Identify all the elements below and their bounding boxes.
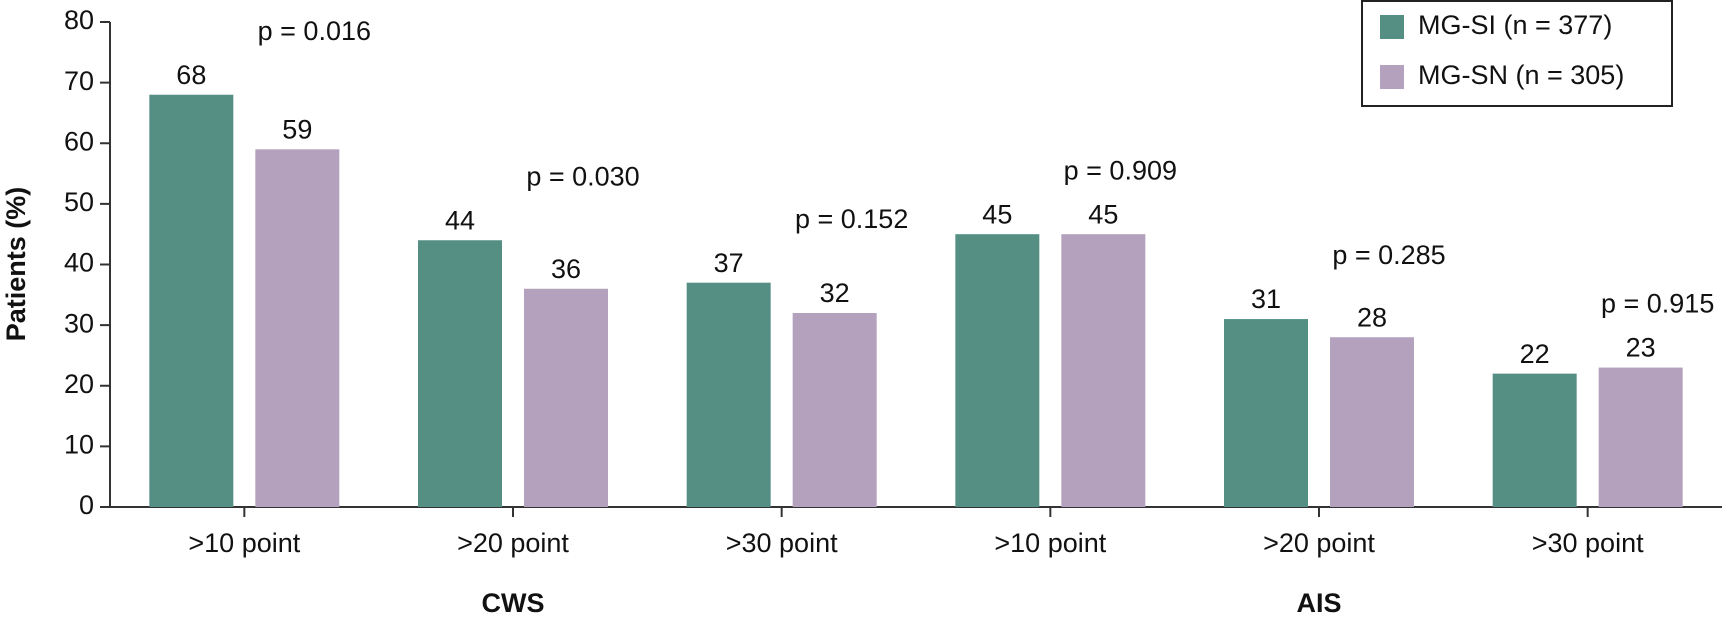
value-label: 22 (1520, 339, 1550, 369)
bar (255, 149, 340, 507)
bar (955, 234, 1040, 507)
value-label: 23 (1626, 333, 1656, 363)
value-label: 28 (1357, 302, 1387, 332)
bar (1598, 367, 1683, 507)
group-label: CWS (482, 588, 545, 618)
bar (1224, 319, 1308, 507)
value-label: 45 (982, 199, 1012, 229)
bar (1061, 234, 1146, 507)
x-tick-label: >30 point (726, 528, 838, 558)
y-tick-label: 10 (64, 430, 94, 460)
value-label: 44 (445, 205, 475, 235)
group-label: AIS (1296, 588, 1341, 618)
x-tick-label: >20 point (457, 528, 569, 558)
y-tick-label: 30 (64, 308, 94, 338)
y-tick-label: 70 (64, 66, 94, 96)
bar (792, 313, 877, 507)
y-tick-label: 0 (79, 490, 94, 520)
bar (1492, 373, 1577, 507)
bar (149, 94, 234, 507)
p-value: p = 0.915 (1601, 289, 1714, 319)
value-label: 36 (551, 254, 581, 284)
x-tick-label: >10 point (188, 528, 300, 558)
y-tick-label: 80 (64, 5, 94, 35)
value-label: 31 (1251, 284, 1281, 314)
bar (524, 288, 608, 507)
legend-box (1361, 0, 1673, 107)
value-label: 45 (1088, 199, 1118, 229)
y-axis-label: Patients (%) (1, 187, 31, 342)
legend-label: MG-SI (n = 377) (1418, 10, 1612, 40)
value-label: 32 (820, 278, 850, 308)
p-value: p = 0.285 (1332, 240, 1445, 270)
x-tick-label: >10 point (994, 528, 1106, 558)
value-label: 59 (282, 114, 312, 144)
p-value: p = 0.016 (258, 16, 371, 46)
x-tick-label: >30 point (1532, 528, 1644, 558)
y-tick-label: 60 (64, 126, 94, 156)
value-label: 37 (714, 248, 744, 278)
bar (418, 240, 502, 507)
p-value: p = 0.909 (1064, 155, 1177, 185)
value-label: 68 (176, 60, 206, 90)
p-value: p = 0.152 (795, 204, 908, 234)
p-value: p = 0.030 (526, 161, 639, 191)
legend-swatch (1380, 15, 1404, 39)
y-tick-label: 50 (64, 187, 94, 217)
y-tick-label: 20 (64, 369, 94, 399)
bar (686, 282, 771, 507)
x-tick-label: >20 point (1263, 528, 1375, 558)
y-tick-label: 40 (64, 248, 94, 278)
legend-swatch (1380, 65, 1404, 89)
legend-label: MG-SN (n = 305) (1418, 60, 1624, 90)
bar (1330, 337, 1414, 507)
